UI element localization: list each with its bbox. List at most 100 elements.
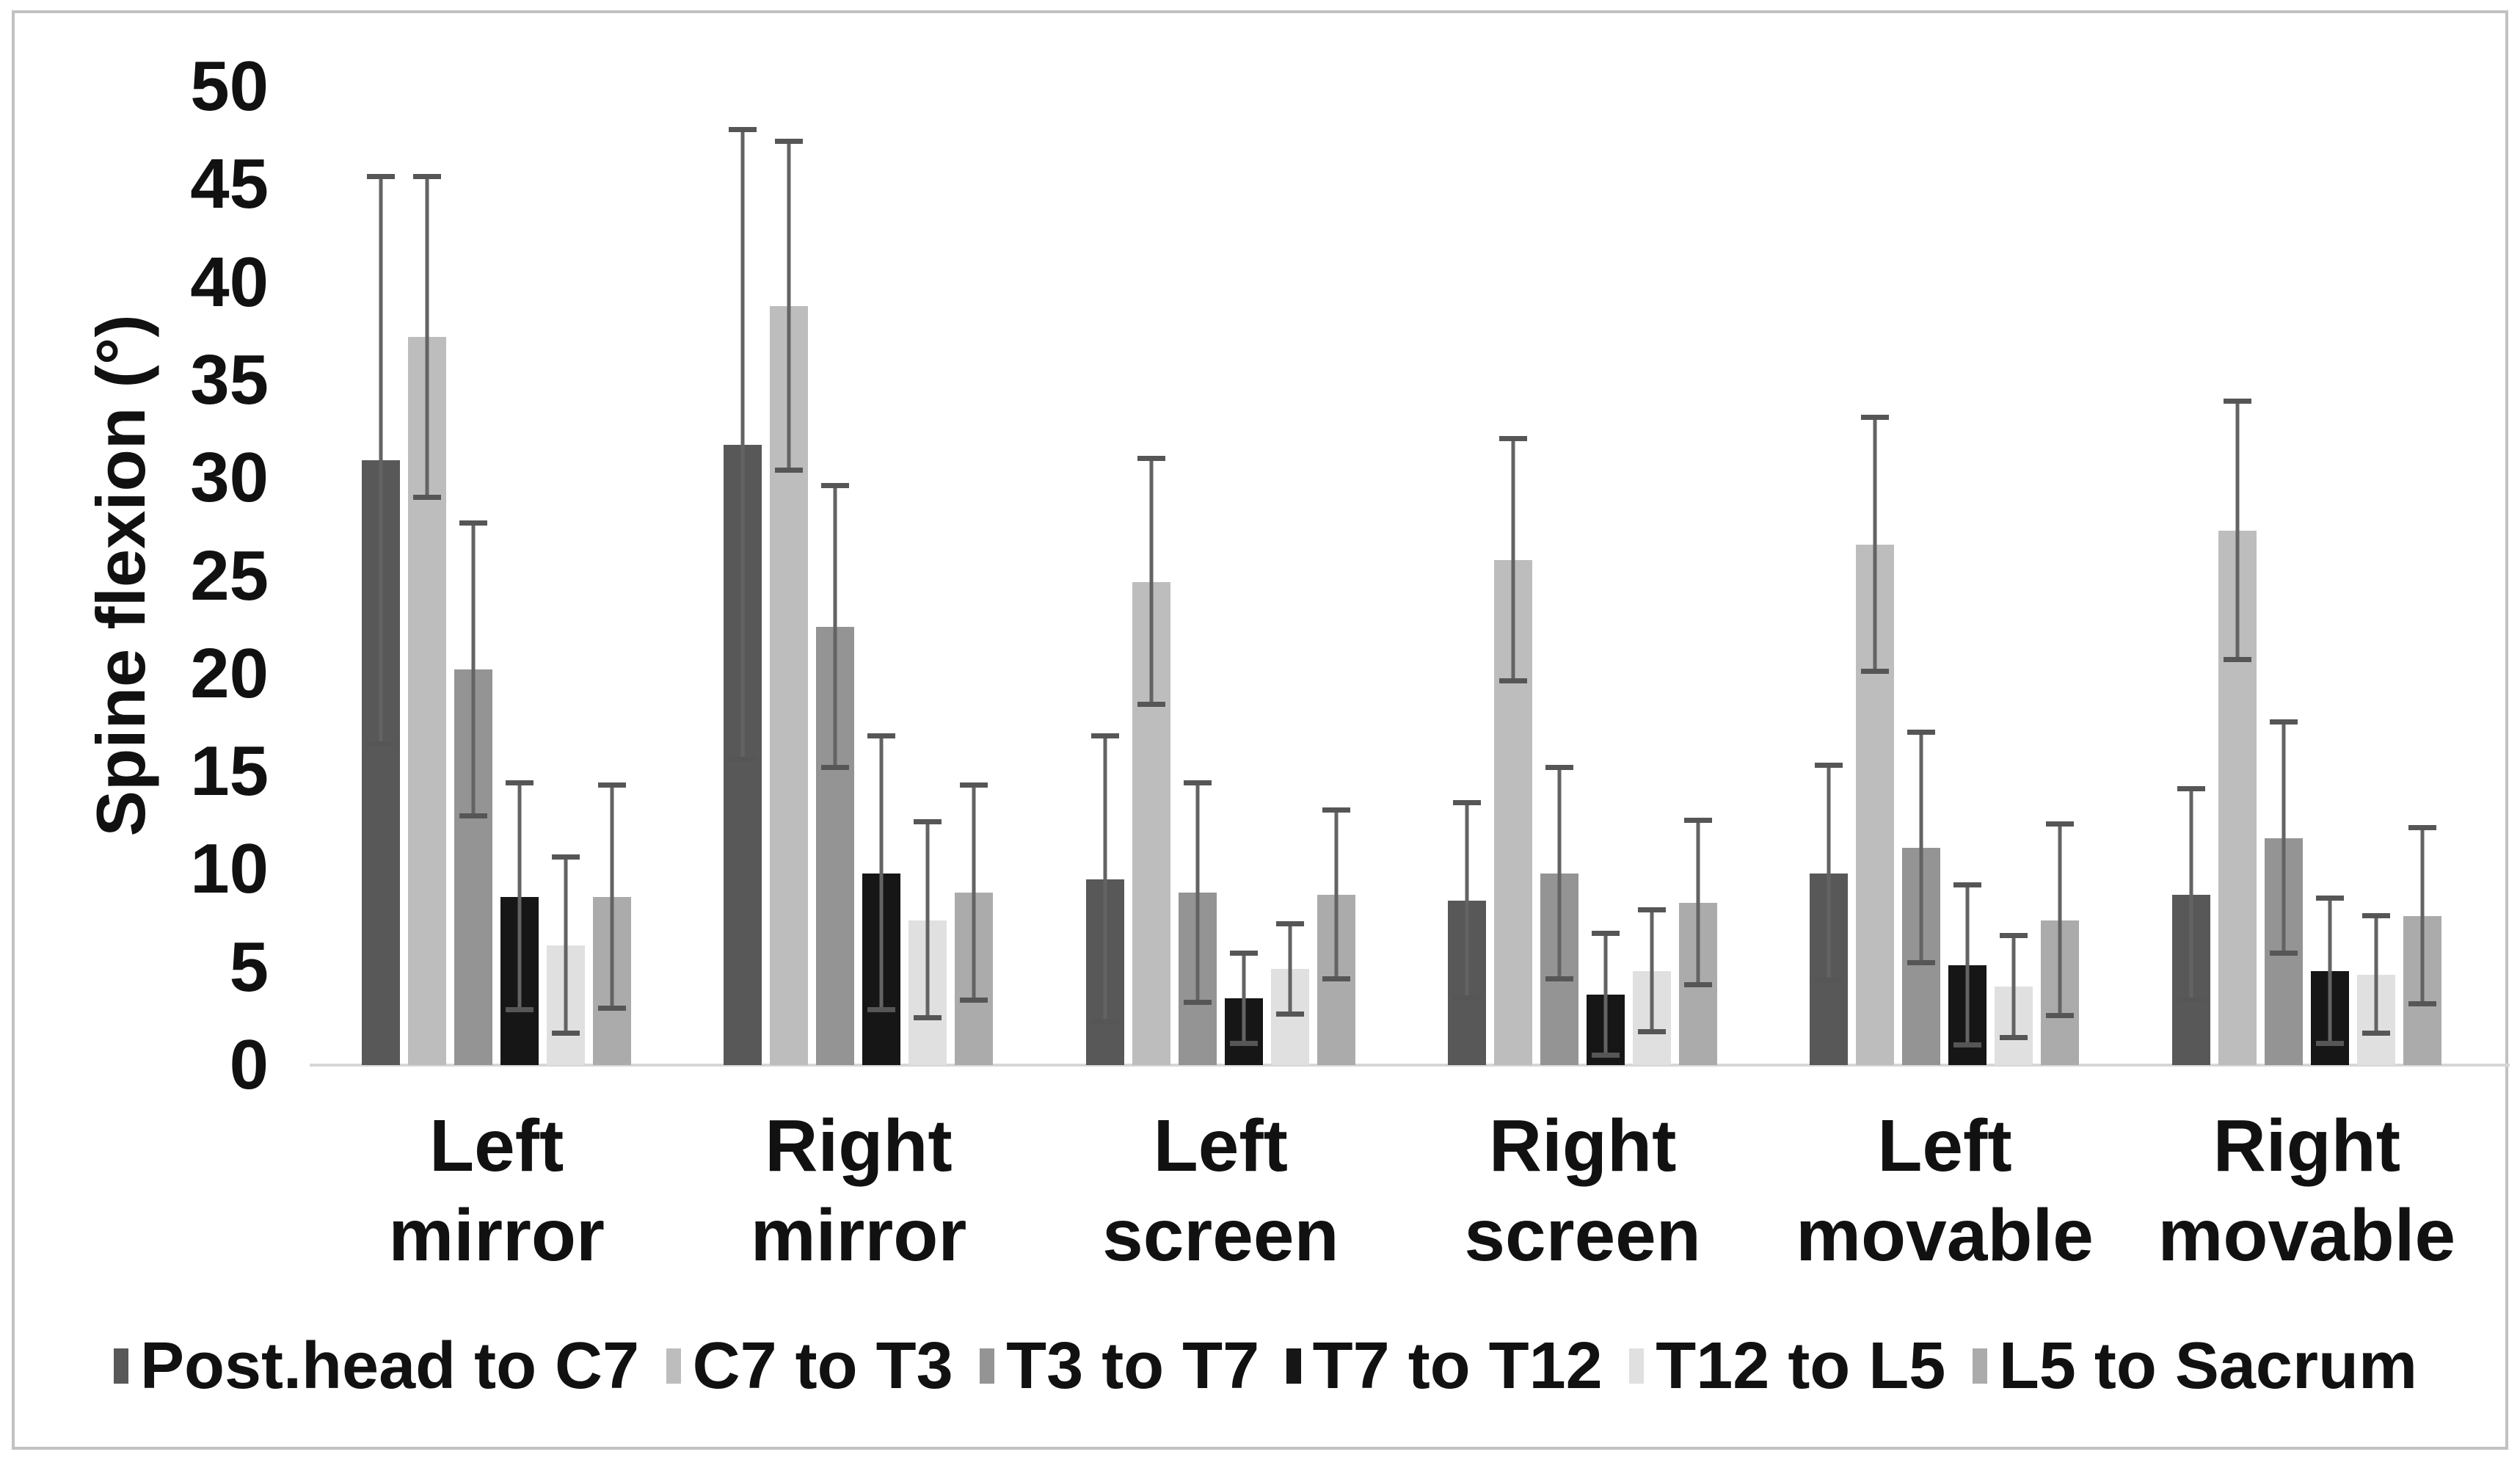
- error-bar-cap-bottom: [867, 1007, 896, 1013]
- error-bar-line: [1242, 954, 1246, 1044]
- error-bar-line: [2011, 936, 2016, 1038]
- bar-cell: [2310, 87, 2349, 1065]
- error-bar-cap-top: [1861, 414, 1890, 420]
- bar-cell: [408, 87, 447, 1065]
- error-bar-cap-top: [459, 520, 488, 526]
- bar-group: [1040, 87, 1402, 1065]
- error-bar-cap-bottom: [506, 1007, 534, 1013]
- error-bar-cap-top: [1229, 951, 1258, 956]
- error-bar-cap-bottom: [1499, 678, 1528, 684]
- error-bar-line: [1195, 783, 1200, 1003]
- error-bar-cap-top: [1275, 921, 1304, 927]
- error-bar-cap-bottom: [775, 467, 804, 473]
- error-bar-cap-top: [1953, 882, 1982, 887]
- bar-cell: [1679, 87, 1718, 1065]
- y-tick-label: 25: [190, 536, 269, 615]
- y-tick-label: 5: [229, 927, 269, 1006]
- error-bar-cap-bottom: [1090, 1019, 1119, 1025]
- error-bar-cap-bottom: [914, 1015, 942, 1021]
- legend-label: T3 to T7: [1006, 1329, 1260, 1403]
- bar-cell: [1902, 87, 1941, 1065]
- bar-cell: [2218, 87, 2257, 1065]
- error-bar-cap-bottom: [1684, 981, 1713, 987]
- bar-cell: [2403, 87, 2441, 1065]
- error-bar-line: [610, 785, 614, 1009]
- bar-cell: [2356, 87, 2395, 1065]
- legend-swatch-icon: [1629, 1348, 1645, 1384]
- y-tick-label: 50: [190, 47, 269, 126]
- error-bar-cap-top: [2269, 719, 2298, 725]
- x-axis-line: [310, 1064, 2510, 1067]
- error-bar-cap-bottom: [2269, 951, 2298, 956]
- legend-label: C7 to T3: [692, 1329, 953, 1403]
- error-bar-cap-top: [1183, 780, 1212, 786]
- error-bar-line: [564, 857, 568, 1034]
- error-bar-cap-top: [775, 138, 804, 144]
- error-bar-cap-top: [506, 780, 534, 786]
- bar-group: [2126, 87, 2488, 1065]
- bar-cell: [1856, 87, 1895, 1065]
- bar-cell: [1132, 87, 1170, 1065]
- error-bar-cap-bottom: [2408, 1001, 2436, 1007]
- bar-group: [1763, 87, 2125, 1065]
- legend-label: T7 to T12: [1312, 1329, 1603, 1403]
- error-bar-cap-bottom: [1815, 978, 1843, 984]
- error-bar-cap-bottom: [1453, 995, 1482, 1001]
- error-bar-cap-top: [2223, 399, 2251, 404]
- bar-group: [677, 87, 1039, 1065]
- legend-item-series3: T3 to T7: [980, 1329, 1259, 1404]
- error-bar-line: [1827, 766, 1831, 981]
- error-bar-line: [425, 176, 429, 498]
- error-bar-cap-bottom: [1861, 669, 1890, 675]
- error-bar-line: [1696, 820, 1700, 985]
- error-bar-cap-bottom: [1953, 1042, 1982, 1048]
- error-bar-cap-top: [914, 819, 942, 825]
- bar-cell: [1085, 87, 1124, 1065]
- error-bar-line: [1334, 810, 1339, 979]
- legend: Post.head to C7 C7 to T3 T3 to T7 T7 to T12…: [114, 1318, 2417, 1414]
- error-bar-cap-top: [1815, 763, 1843, 769]
- legend-swatch-icon: [1972, 1348, 1987, 1384]
- error-bar-cap-top: [2361, 913, 2390, 919]
- error-bar-cap-bottom: [1275, 1011, 1304, 1017]
- error-bar-cap-top: [1499, 435, 1528, 441]
- error-bar-cap-bottom: [729, 757, 757, 763]
- error-bar-line: [1557, 767, 1562, 979]
- category-label: Right screen: [1464, 1105, 1701, 1276]
- bar-cell: [1448, 87, 1487, 1065]
- bar-group: [1402, 87, 1763, 1065]
- y-tick-label: 30: [190, 438, 269, 517]
- bar-cell: [547, 87, 586, 1065]
- error-bar-line: [1149, 458, 1154, 705]
- error-bar-line: [972, 785, 976, 1001]
- error-bar-cap-bottom: [1322, 976, 1350, 981]
- y-axis-title: Spine flexion (°): [82, 314, 159, 837]
- bar-cell: [1995, 87, 2033, 1065]
- error-bar-cap-top: [821, 482, 850, 488]
- y-tick-label: 35: [190, 340, 269, 419]
- y-tick-label: 20: [190, 633, 269, 713]
- y-tick-label: 10: [190, 829, 269, 909]
- error-bar-cap-bottom: [413, 494, 442, 500]
- error-bar-cap-top: [1453, 799, 1482, 805]
- error-bar-line: [787, 141, 791, 471]
- error-bar-cap-bottom: [960, 998, 988, 1003]
- bar-cell: [955, 87, 994, 1065]
- error-bar-cap-bottom: [2315, 1040, 2344, 1046]
- error-bar-cap-bottom: [2000, 1034, 2028, 1040]
- error-bar-cap-bottom: [1229, 1040, 1258, 1046]
- legend-label: Post.head to C7: [140, 1329, 640, 1403]
- error-bar-line: [2328, 898, 2332, 1044]
- bar-cell: [2171, 87, 2210, 1065]
- bar-cell: [1587, 87, 1625, 1065]
- bar-cell: [1270, 87, 1309, 1065]
- error-bar-line: [1965, 885, 1970, 1046]
- error-bar-line: [740, 129, 745, 760]
- error-bar-line: [1511, 438, 1515, 682]
- error-bar-line: [379, 176, 383, 744]
- bar-cell: [1494, 87, 1533, 1065]
- error-bar-cap-bottom: [1545, 976, 1574, 981]
- legend-swatch-icon: [1286, 1348, 1301, 1384]
- plot-area: [310, 87, 2510, 1067]
- category-label: Left mirror: [388, 1105, 605, 1276]
